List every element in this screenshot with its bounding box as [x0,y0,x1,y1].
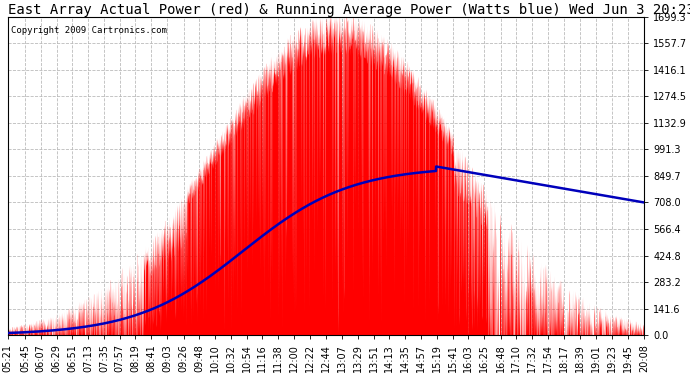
Text: East Array Actual Power (red) & Running Average Power (Watts blue) Wed Jun 3 20:: East Array Actual Power (red) & Running … [8,3,690,17]
Text: Copyright 2009 Cartronics.com: Copyright 2009 Cartronics.com [11,26,167,35]
